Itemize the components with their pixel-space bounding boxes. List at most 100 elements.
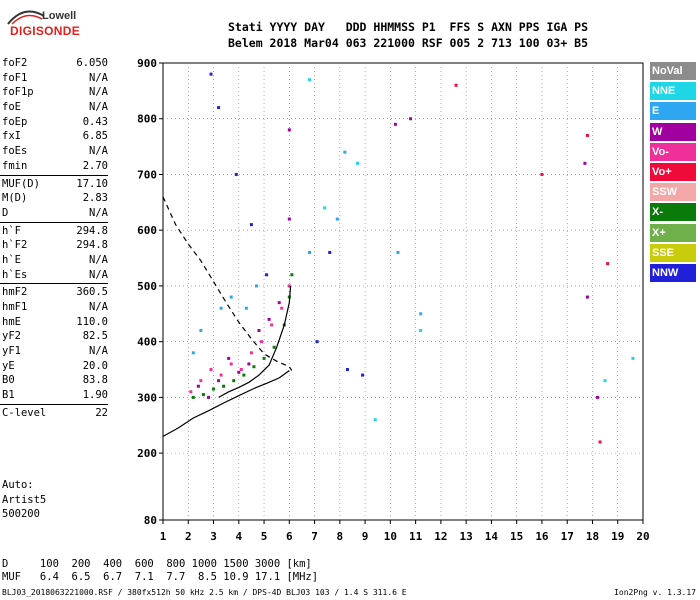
data-point xyxy=(196,384,200,388)
param-value: N/A xyxy=(89,145,108,158)
data-point xyxy=(583,161,587,165)
param-label: yF2 xyxy=(2,330,21,343)
param-row: hmF2 360.5 xyxy=(0,285,162,300)
data-point xyxy=(308,250,312,254)
data-point xyxy=(315,340,319,344)
x-tick-label: 4 xyxy=(235,530,242,543)
param-value: N/A xyxy=(89,301,108,313)
param-value: N/A xyxy=(89,268,108,281)
param-row: foF1p N/A xyxy=(0,85,162,100)
param-value: 22 xyxy=(95,406,108,419)
param-value: 360.5 xyxy=(76,286,108,299)
data-point xyxy=(239,368,243,372)
param-row: B1 1.90 xyxy=(0,388,162,403)
data-point xyxy=(262,356,266,360)
logo-digisonde-text: DIGISONDE xyxy=(10,24,81,38)
data-point xyxy=(249,223,253,227)
data-point xyxy=(229,362,233,366)
data-point xyxy=(409,117,413,121)
data-point xyxy=(199,379,203,383)
digisonde-logo: Lowell DIGISONDE xyxy=(2,4,80,44)
data-point xyxy=(209,368,213,372)
data-point xyxy=(419,312,423,316)
param-value: 294.8 xyxy=(76,239,108,252)
param-value: N/A xyxy=(89,253,108,266)
data-point xyxy=(217,106,221,110)
y-tick-label: 700 xyxy=(137,168,157,181)
data-point xyxy=(603,379,607,383)
x-tick-label: 3 xyxy=(210,530,217,543)
param-row: hmE 110.0 xyxy=(0,315,162,330)
param-row: foEp 0.43 xyxy=(0,115,162,130)
plot-frame xyxy=(162,62,644,521)
param-row: yF1 N/A xyxy=(0,344,162,359)
x-tick-label: 1 xyxy=(160,530,167,543)
x-tick-label: 12 xyxy=(434,530,447,543)
data-point xyxy=(393,122,397,126)
footer-file-info: BLJ03_2018063221000.RSF / 380fx512h 50 k… xyxy=(2,588,407,597)
legend-item-ssw: SSW xyxy=(650,183,696,202)
x-tick-label: 16 xyxy=(535,530,549,543)
param-label: fmin xyxy=(2,159,28,172)
data-point xyxy=(308,78,312,82)
data-point xyxy=(254,284,258,288)
data-point xyxy=(257,329,261,333)
param-row: C-level 22 xyxy=(0,406,162,421)
param-label: foF1p xyxy=(2,86,34,99)
param-label: B0 xyxy=(2,374,15,387)
parameters-panel: foF2 6.050 foF1 N/A foF1p N/A foE N/A foEp 0.43 fx… xyxy=(0,56,162,421)
y-tick-label: 200 xyxy=(137,447,157,460)
legend: NoVal NNE E W Vo- Vo+ SSW X- X+ SSE NNW xyxy=(650,62,696,284)
param-label: foF1 xyxy=(2,71,28,84)
station-header: Stati YYYY DAY DDD HHMMSS P1 FFS S AXN P… xyxy=(228,19,588,51)
data-point xyxy=(287,128,291,132)
param-separator xyxy=(0,403,108,405)
legend-item-vo-: Vo+ xyxy=(650,162,696,181)
x-tick-label: 10 xyxy=(384,530,397,543)
param-value: N/A xyxy=(89,345,108,358)
param-value: 6.050 xyxy=(76,57,108,69)
legend-item-noval: NoVal xyxy=(650,62,696,80)
data-point xyxy=(242,373,246,377)
x-tick-label: 9 xyxy=(362,530,369,543)
curve-profile xyxy=(162,370,290,437)
data-point xyxy=(206,395,210,399)
legend-item-e: E xyxy=(650,102,696,121)
logo-lowell-text: Lowell xyxy=(42,10,77,22)
data-point xyxy=(585,295,589,299)
data-point xyxy=(247,362,251,366)
param-value: 83.8 xyxy=(82,374,108,387)
x-tick-label: 13 xyxy=(460,530,473,543)
y-tick-label: 400 xyxy=(137,336,157,349)
param-label: D xyxy=(2,206,9,219)
data-point xyxy=(244,306,248,310)
data-point xyxy=(267,317,271,321)
param-row: foE N/A xyxy=(0,100,162,115)
param-row: h`E N/A xyxy=(0,253,162,268)
data-point xyxy=(343,150,347,154)
param-row: h`Es N/A xyxy=(0,268,162,283)
data-point xyxy=(212,387,216,391)
muf-table: D 100 200 400 600 800 1000 1500 3000 [km… xyxy=(2,558,318,584)
legend-item-x-: X- xyxy=(650,203,696,222)
param-label: hmE xyxy=(2,315,21,328)
x-tick-label: 5 xyxy=(261,530,268,543)
data-point xyxy=(287,217,291,221)
y-tick-label: 600 xyxy=(137,224,157,237)
y-tick-label: 500 xyxy=(137,280,157,293)
param-row: foF1 N/A xyxy=(0,71,162,86)
param-row: yF2 82.5 xyxy=(0,329,162,344)
header-line-2: Belem 2018 Mar04 063 221000 RSF 005 2 71… xyxy=(228,36,589,50)
param-label: foEp xyxy=(2,115,28,128)
legend-item-vo-: Vo- xyxy=(650,142,696,161)
data-point xyxy=(280,306,284,310)
data-point xyxy=(252,365,256,369)
param-row: hmF1 N/A xyxy=(0,300,162,315)
param-label: h`F xyxy=(2,224,21,237)
data-point xyxy=(191,395,195,399)
param-label: hmF1 xyxy=(2,301,28,313)
y-tick-label: 900 xyxy=(137,57,157,70)
param-row: foEs N/A xyxy=(0,144,162,159)
legend-item-nnw: NNW xyxy=(650,263,696,282)
data-point xyxy=(219,373,223,377)
